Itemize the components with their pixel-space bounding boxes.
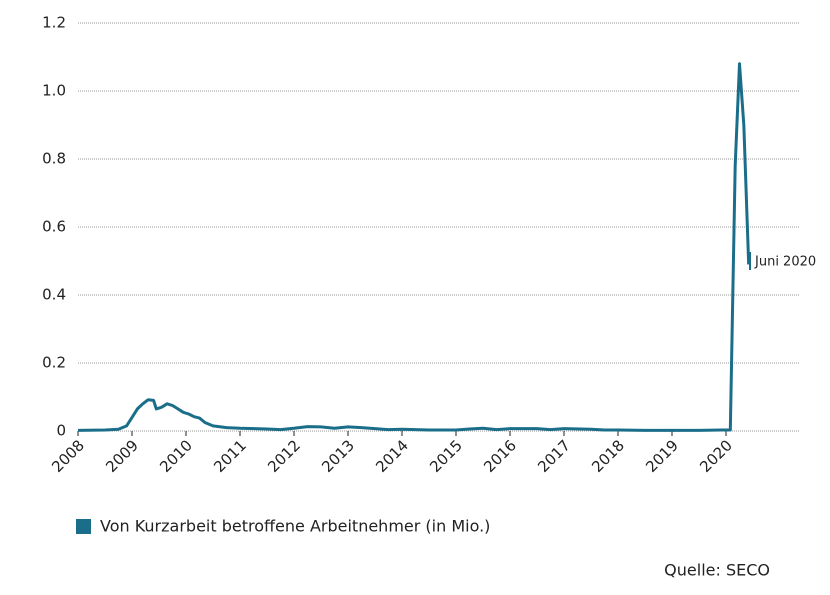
legend-swatch: [76, 519, 91, 534]
x-tick-label: 2020: [696, 436, 736, 476]
x-tick-label: 2015: [426, 436, 466, 476]
y-tick-label: 0.8: [42, 150, 66, 168]
x-tick-label: 2016: [480, 436, 520, 476]
x-tick-label: 2008: [48, 436, 88, 476]
x-tick-label: 2012: [264, 436, 304, 476]
source: Quelle: SECO: [664, 561, 770, 580]
y-tick-label: 0.6: [42, 218, 66, 236]
x-tick-label: 2010: [156, 436, 196, 476]
annotation: Juni 2020: [754, 255, 816, 270]
x-tick-label: 2019: [642, 436, 682, 476]
x-tick-label: 2013: [318, 436, 358, 476]
y-tick-label: 1.0: [42, 82, 66, 100]
line: [77, 62, 751, 432]
y-tick-label: 0.2: [42, 354, 66, 372]
y-tick-label: 0: [56, 422, 66, 440]
y-tick-label: 0.4: [42, 286, 66, 304]
x-tick-label: 2014: [372, 436, 412, 476]
x-tick-label: 2011: [210, 436, 250, 476]
legend-label: Von Kurzarbeit betroffene Arbeitnehmer (…: [100, 517, 490, 536]
y-tick-label: 1.2: [42, 14, 66, 32]
x-tick-label: 2009: [102, 436, 142, 476]
x-tick-label: 2018: [588, 436, 628, 476]
x-tick-label: 2017: [534, 436, 574, 476]
